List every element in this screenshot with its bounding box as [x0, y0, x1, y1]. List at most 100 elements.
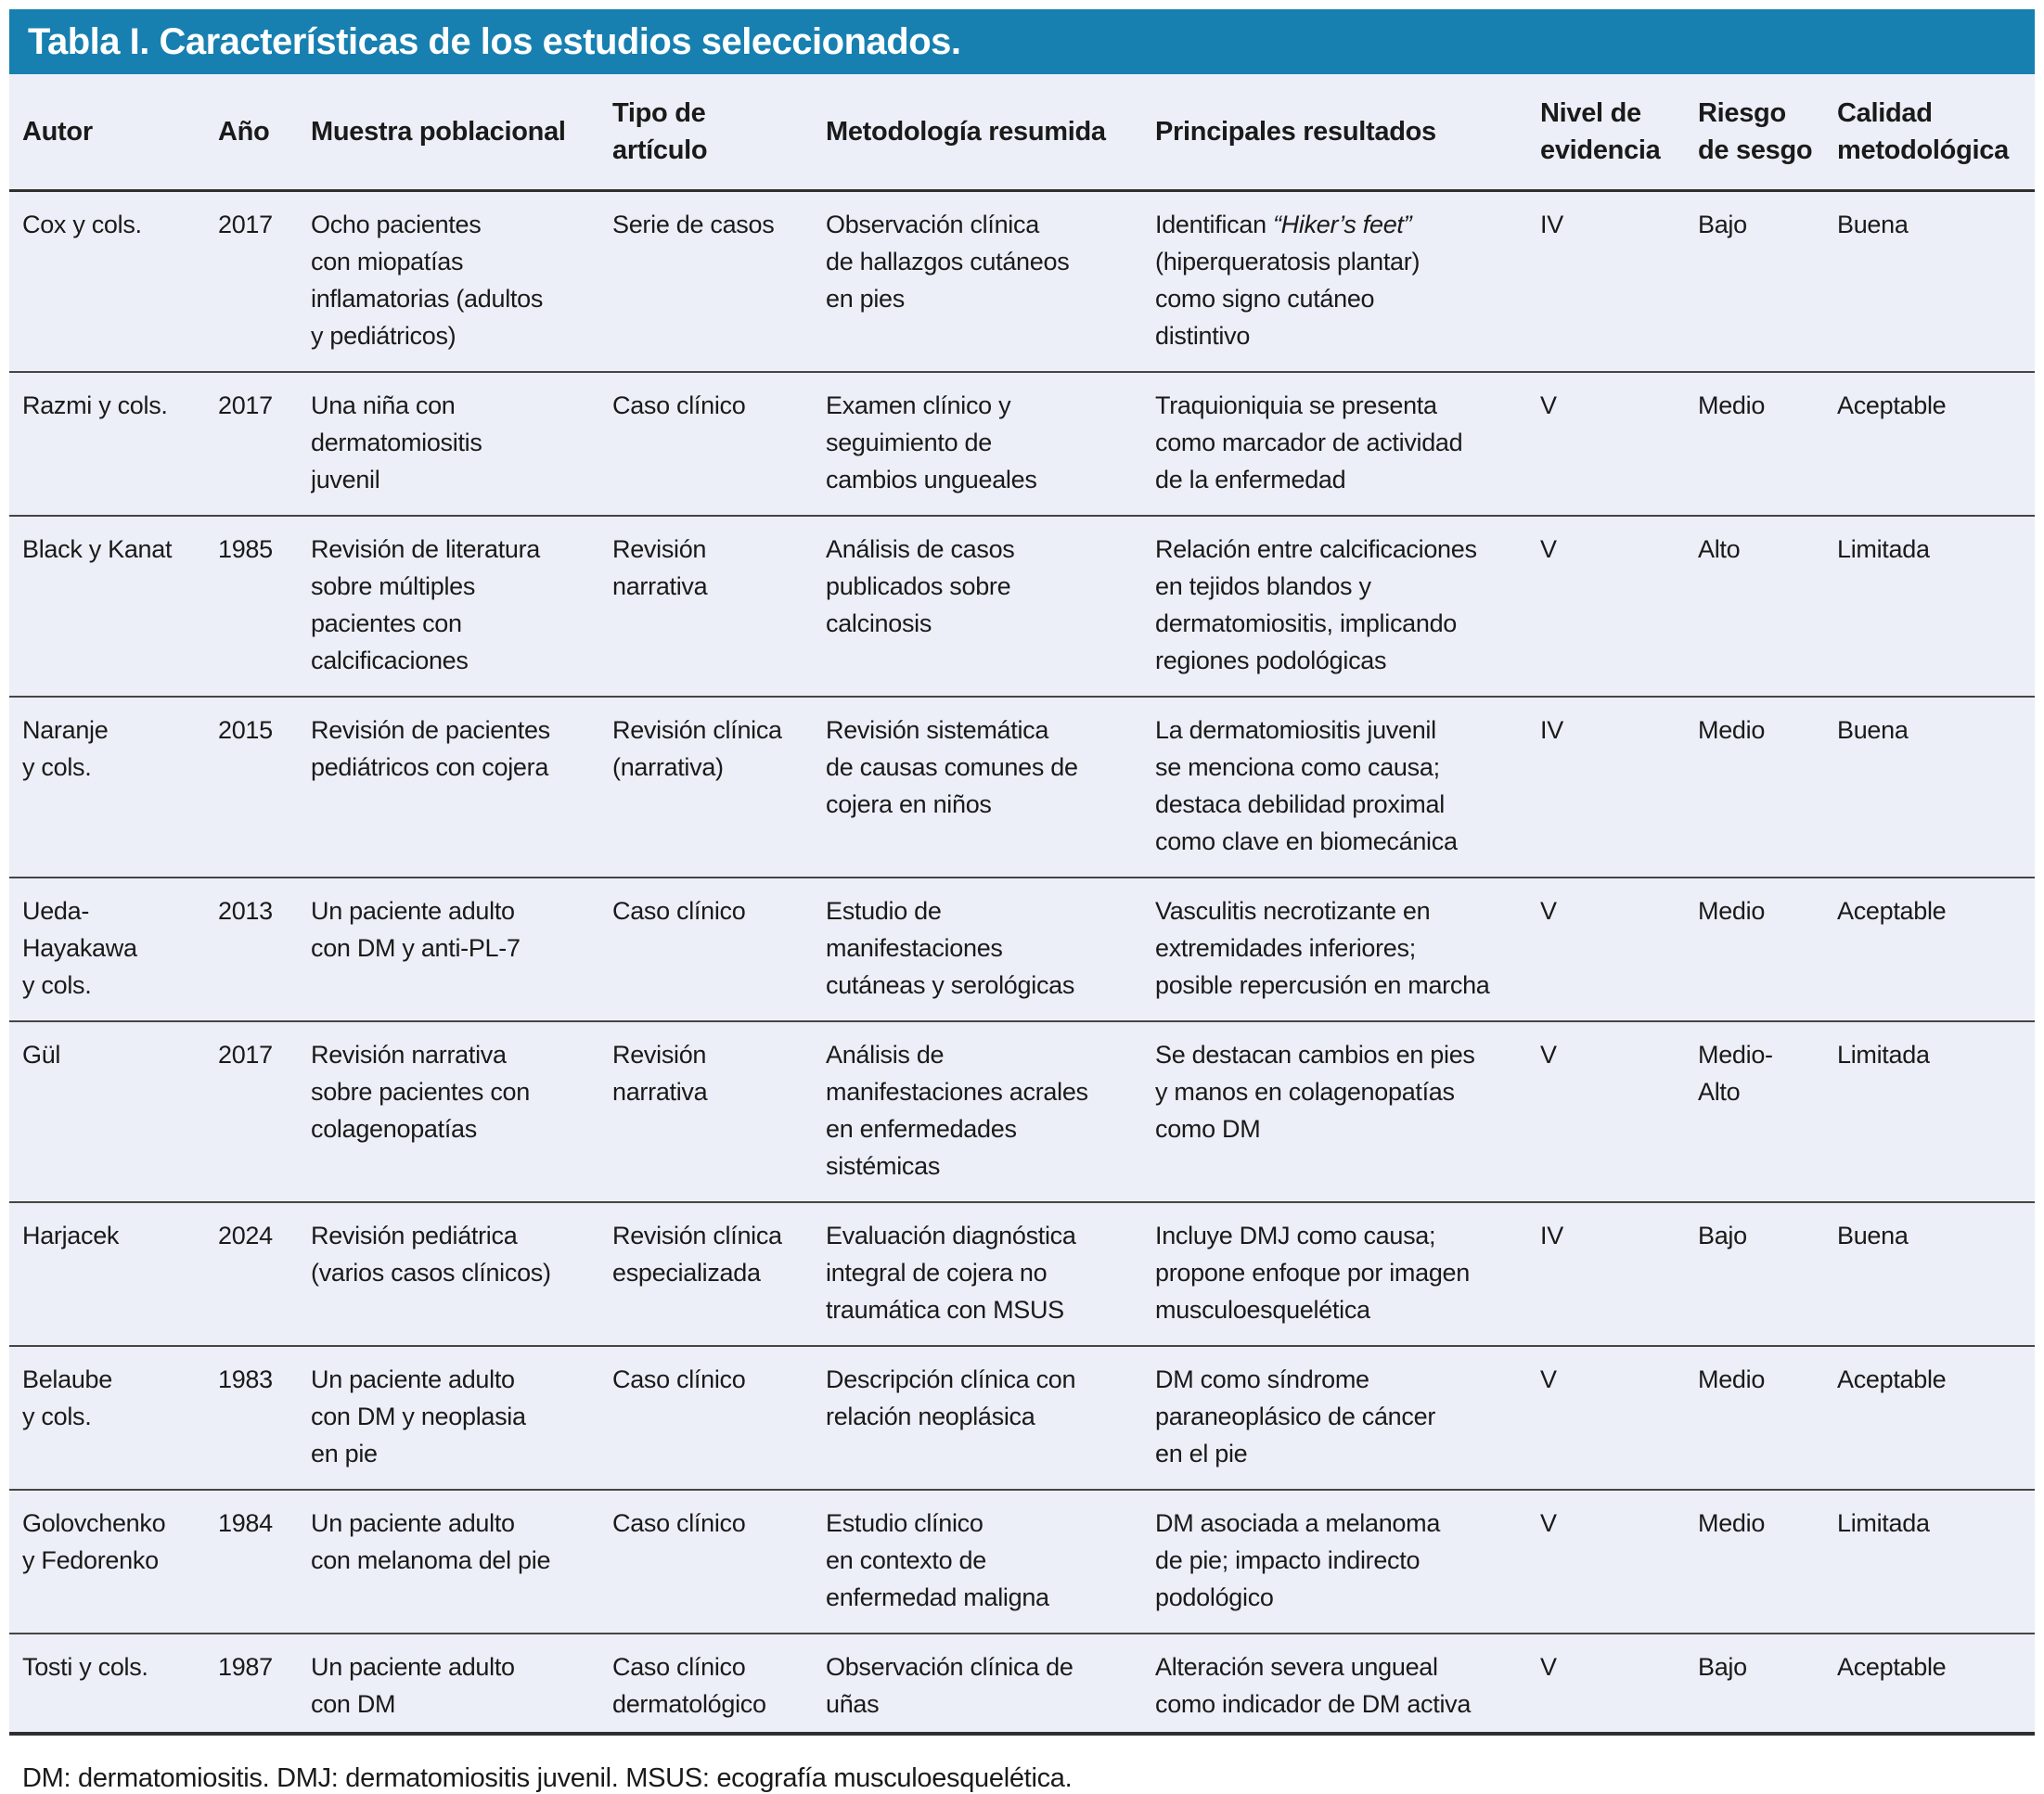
studies-table: Autor Año Muestra poblacional Tipo de ar…: [9, 74, 2035, 1732]
cell-metodologia: Análisis de manifestaciones acrales en e…: [826, 1021, 1155, 1203]
cell-calidad: Aceptable: [1837, 878, 2035, 1022]
cell-muestra: Ocho pacientes con miopatías inflamatori…: [311, 190, 612, 373]
cell-autor: Cox y cols.: [9, 190, 218, 373]
table-row: Tosti y cols. 1987 Un paciente adulto con …: [9, 1634, 2035, 1732]
cell-tipo: Caso clínico: [612, 878, 826, 1022]
cell-muestra: Revisión de literatura sobre múltiples p…: [311, 516, 612, 698]
cell-anio: 1985: [218, 516, 311, 698]
cell-nivel: V: [1540, 1346, 1698, 1491]
table-row: Ueda- Hayakawa y cols. 2013 Un paciente ad…: [9, 878, 2035, 1022]
cell-riesgo: Medio- Alto: [1698, 1021, 1837, 1203]
cell-muestra: Un paciente adulto con melanoma del pie: [311, 1490, 612, 1634]
cell-riesgo: Bajo: [1698, 190, 1837, 373]
cell-tipo: Caso clínico: [612, 372, 826, 517]
cell-metodologia: Revisión sistemática de causas comunes d…: [826, 697, 1155, 878]
column-header-anio: Año: [218, 74, 311, 192]
table-row: Harjacek 2024 Revisión pediátrica (varios …: [9, 1202, 2035, 1347]
column-header-metodologia-resumida: Metodología resumida: [826, 74, 1155, 192]
cell-calidad: Aceptable: [1837, 1653, 1947, 1681]
cell-resultados: Se destacan cambios en pies y manos en c…: [1155, 1021, 1540, 1203]
cell-autor: Golovchenko y Fedorenko: [9, 1490, 218, 1634]
cell-nivel: V: [1540, 878, 1698, 1022]
cell-metodologia: Evaluación diagnóstica integral de cojer…: [826, 1202, 1155, 1347]
cell-muestra: Revisión pediátrica (varios casos clínic…: [311, 1202, 612, 1347]
cell-tipo: Caso clínico dermatológico: [612, 1653, 766, 1718]
cell-autor: Naranje y cols.: [9, 697, 218, 878]
table-row: Golovchenko y Fedorenko 1984 Un paciente a…: [9, 1490, 2035, 1634]
cell-tipo: Caso clínico: [612, 1490, 826, 1634]
table-row: Naranje y cols. 2015 Revisión de pacientes…: [9, 697, 2035, 878]
cell-anio: 1987: [218, 1653, 273, 1681]
cell-calidad: Aceptable: [1837, 1346, 2035, 1491]
cell-resultados: DM como síndrome paraneoplásico de cánce…: [1155, 1346, 1540, 1491]
cell-nivel: V: [1540, 516, 1698, 698]
cell-metodologia: Examen clínico y seguimiento de cambios …: [826, 372, 1155, 517]
cell-resultados: La dermatomiositis juvenil se menciona c…: [1155, 697, 1540, 878]
cell-anio: 1983: [218, 1346, 311, 1491]
cell-anio: 2017: [218, 1021, 311, 1203]
cell-autor: Gül: [9, 1021, 218, 1203]
cell-calidad: Buena: [1837, 697, 2035, 878]
cell-anio: 2013: [218, 878, 311, 1022]
text-run: (hiperqueratosis plantar) como signo cut…: [1155, 248, 1421, 350]
cell-muestra: Un paciente adulto con DM y neoplasia en…: [311, 1346, 612, 1491]
cell-calidad: Limitada: [1837, 516, 2035, 698]
cell-resultados: Traquioniquia se presenta como marcador …: [1155, 372, 1540, 517]
cell-metodologia: Observación clínica de uñas: [826, 1653, 1073, 1718]
page: Tabla I. Características de los estudios…: [9, 9, 2035, 1793]
cell-anio: 2024: [218, 1202, 311, 1347]
column-header-principales-resultados: Principales resultados: [1155, 74, 1540, 192]
table-title-bar: Tabla I. Características de los estudios…: [9, 9, 2035, 74]
cell-nivel: IV: [1540, 697, 1698, 878]
table-title: Tabla I. Características de los estudios…: [28, 20, 961, 62]
cell-muestra: Un paciente adulto con DM: [311, 1653, 515, 1718]
cell-muestra: Un paciente adulto con DM y anti-PL-7: [311, 878, 612, 1022]
cell-nivel: IV: [1540, 190, 1698, 373]
column-header-tipo-de-articulo: Tipo de artículo: [612, 74, 826, 192]
cell-riesgo: Medio: [1698, 1490, 1837, 1634]
cell-autor: Razmi y cols.: [9, 372, 218, 517]
cell-riesgo: Bajo: [1698, 1653, 1747, 1681]
cell-autor: Belaube y cols.: [9, 1346, 218, 1491]
cell-resultados: Vasculitis necrotizante en extremidades …: [1155, 878, 1540, 1022]
column-header-riesgo-de-sesgo: Riesgo de sesgo: [1698, 74, 1837, 192]
cell-calidad: Buena: [1837, 1202, 2035, 1347]
cell-tipo: Serie de casos: [612, 190, 826, 373]
cell-metodologia: Observación clínica de hallazgos cutáneo…: [826, 190, 1155, 373]
text-run: Identifican: [1155, 211, 1273, 238]
text-run: “Hiker’s feet”: [1272, 211, 1412, 238]
table-footnote: DM: dermatomiositis. DMJ: dermatomiositi…: [9, 1736, 2035, 1794]
table-row: Razmi y cols. 2017 Una niña con dermatomio…: [9, 372, 2035, 517]
cell-calidad: Buena: [1837, 190, 2035, 373]
cell-muestra: Una niña con dermatomiositis juvenil: [311, 372, 612, 517]
cell-nivel: V: [1540, 372, 1698, 517]
cell-riesgo: Bajo: [1698, 1202, 1837, 1347]
cell-riesgo: Medio: [1698, 697, 1837, 878]
cell-autor: Black y Kanat: [9, 516, 218, 698]
cell-nivel: V: [1540, 1021, 1698, 1203]
cell-metodologia: Análisis de casos publicados sobre calci…: [826, 516, 1155, 698]
cell-resultados: Identifican “Hiker’s feet” (hiperquerato…: [1155, 190, 1540, 373]
table-panel: Tabla I. Características de los estudios…: [9, 9, 2035, 1736]
cell-anio: 2017: [218, 372, 311, 517]
column-header-autor: Autor: [9, 74, 218, 192]
cell-resultados: DM asociada a melanoma de pie; impacto i…: [1155, 1490, 1540, 1634]
column-header-calidad-metodologica: Calidad metodológica: [1837, 74, 2035, 192]
table-row: Black y Kanat 1985 Revisión de literatura …: [9, 516, 2035, 698]
cell-resultados: Relación entre calcificaciones en tejido…: [1155, 516, 1540, 698]
cell-tipo: Revisión narrativa: [612, 1021, 826, 1203]
cell-anio: 2017: [218, 190, 311, 373]
cell-riesgo: Medio: [1698, 372, 1837, 517]
cell-resultados: Incluye DMJ como causa; propone enfoque …: [1155, 1202, 1540, 1347]
cell-tipo: Revisión clínica (narrativa): [612, 697, 826, 878]
cell-calidad: Aceptable: [1837, 372, 2035, 517]
cell-metodologia: Descripción clínica con relación neoplás…: [826, 1346, 1155, 1491]
table-row: Cox y cols. 2017 Ocho pacientes con miopat…: [9, 190, 2035, 373]
cell-tipo: Revisión narrativa: [612, 516, 826, 698]
cell-tipo: Revisión clínica especializada: [612, 1202, 826, 1347]
cell-metodologia: Estudio de manifestaciones cutáneas y se…: [826, 878, 1155, 1022]
cell-calidad: Limitada: [1837, 1490, 2035, 1634]
cell-autor: Ueda- Hayakawa y cols.: [9, 878, 218, 1022]
cell-tipo: Caso clínico: [612, 1346, 826, 1491]
cell-nivel: V: [1540, 1653, 1557, 1681]
